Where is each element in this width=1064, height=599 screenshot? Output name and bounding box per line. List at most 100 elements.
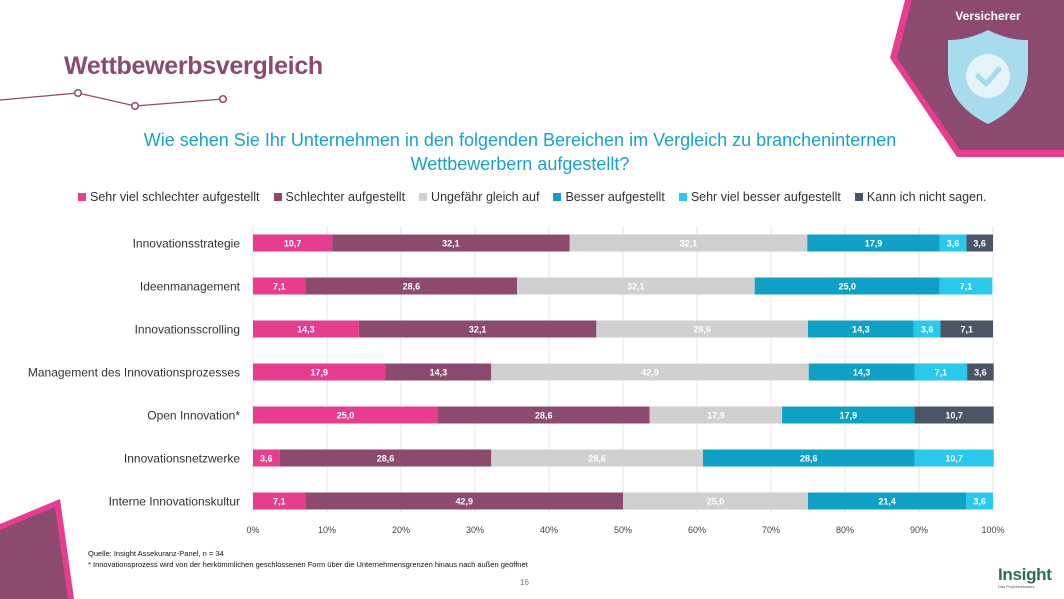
data-label: 7,1 — [273, 282, 286, 292]
data-label: 10,7 — [284, 239, 302, 249]
bar-segment — [914, 406, 994, 424]
bar-segment — [253, 234, 333, 252]
x-tick-label: 10% — [318, 525, 336, 535]
bar-segment — [966, 234, 993, 252]
x-tick-label: 70% — [762, 525, 780, 535]
bar-segment — [385, 363, 492, 381]
x-tick-label: 100% — [981, 525, 1004, 535]
x-tick-label: 50% — [614, 525, 632, 535]
bar-segment — [253, 363, 386, 381]
bottom-left-panel — [0, 507, 68, 599]
bar-segment — [623, 492, 808, 510]
bar-segment — [358, 320, 597, 338]
category-label: Open Innovation* — [147, 409, 240, 423]
source-note: Quelle: Insight Assekuranz-Panel, n = 34… — [88, 548, 528, 570]
title-decor-line — [0, 88, 228, 111]
data-label: 42,9 — [641, 368, 659, 378]
data-label: 17,9 — [865, 239, 883, 249]
legend-label: Schlechter aufgestellt — [285, 190, 406, 204]
bar-segment — [914, 449, 994, 467]
data-label: 3,6 — [260, 454, 273, 464]
data-label: 25,0 — [707, 497, 725, 507]
data-label: 14,3 — [297, 325, 315, 335]
data-label: 7,1 — [273, 497, 286, 507]
data-label: 28,6 — [800, 454, 818, 464]
bar-segment — [754, 277, 940, 295]
legend-swatch — [78, 193, 86, 201]
legend-item: Schlechter aufgestellt — [273, 190, 406, 204]
data-label: 32,1 — [469, 325, 487, 335]
logo-text: Insight — [998, 565, 1052, 584]
bar-segment — [702, 449, 915, 467]
legend-label: Sehr viel schlechter aufgestellt — [90, 190, 260, 204]
legend-label: Ungefähr gleich auf — [431, 190, 540, 204]
data-label: 25,0 — [838, 282, 856, 292]
data-label: 28,6 — [535, 411, 553, 421]
data-label: 17,9 — [840, 411, 858, 421]
legend-label: Kann ich nicht sagen. — [866, 190, 987, 204]
bar-segment — [253, 492, 306, 510]
source-text: Quelle: Insight Assekuranz-Panel, n = 34 — [88, 549, 224, 558]
data-label: 25,0 — [337, 411, 355, 421]
logo-subtitle: Das Projektnetzwerk — [998, 584, 1035, 589]
data-label: 17,9 — [310, 368, 328, 378]
data-label: 10,7 — [945, 454, 963, 464]
bar-segment — [649, 406, 783, 424]
x-tick-label: 20% — [392, 525, 410, 535]
x-tick-label: 0% — [246, 525, 259, 535]
bar-segment — [807, 234, 940, 252]
legend-item: Sehr viel schlechter aufgestellt — [78, 190, 260, 204]
bar-segment — [596, 320, 808, 338]
category-label: Innovationsscrolling — [135, 323, 240, 337]
chart-title: Wie sehen Sie Ihr Unternehmen in den fol… — [143, 130, 897, 174]
category-label: Interne Innovationskultur — [109, 495, 240, 509]
data-label: 3,6 — [921, 325, 934, 335]
data-label: 7,1 — [960, 282, 973, 292]
bar-segment — [438, 406, 650, 424]
shield-check-icon — [948, 30, 1028, 124]
legend-label: Besser aufgestellt — [565, 190, 665, 204]
corner-label: Versicherer — [955, 9, 1021, 23]
data-label: 3,6 — [974, 368, 987, 378]
data-label: 17,9 — [707, 411, 725, 421]
data-label: 14,3 — [852, 325, 870, 335]
bar-segment — [517, 277, 755, 295]
bar-segment — [491, 449, 703, 467]
bar-segment — [913, 320, 941, 338]
category-label: Innovationsstrategie — [133, 237, 241, 251]
bar-segment — [332, 234, 570, 252]
bar-segment — [939, 277, 993, 295]
x-tick-label: 90% — [910, 525, 928, 535]
legend-item: Kann ich nicht sagen. — [854, 190, 987, 204]
bar-segment — [808, 363, 915, 381]
bar-segment — [939, 234, 967, 252]
bar-segment — [305, 492, 623, 510]
bar-segment — [305, 277, 518, 295]
legend-item: Ungefähr gleich auf — [419, 190, 539, 204]
legend-item: Besser aufgestellt — [553, 190, 665, 204]
data-label: 3,6 — [947, 239, 960, 249]
x-tick-label: 60% — [688, 525, 706, 535]
bar-segment — [967, 363, 994, 381]
bar-segment — [569, 234, 808, 252]
data-label: 21,4 — [878, 497, 896, 507]
bar-segment — [782, 406, 915, 424]
x-tick-label: 40% — [540, 525, 558, 535]
data-label: 32,1 — [627, 282, 645, 292]
page-number: 16 — [520, 578, 529, 587]
insight-logo: Insight Das Projektnetzwerk — [998, 565, 1052, 590]
data-label: 7,1 — [935, 368, 948, 378]
bar-segment — [808, 492, 967, 510]
legend-swatch — [419, 193, 428, 201]
data-label: 28,6 — [693, 325, 711, 335]
bar-segment — [253, 406, 438, 424]
data-label: 32,1 — [442, 239, 460, 249]
legend-swatch — [678, 193, 687, 201]
data-label: 3,6 — [973, 497, 986, 507]
chart-legend: Sehr viel schlechter aufgestellt Schlecht… — [78, 190, 986, 204]
data-label: 28,6 — [588, 454, 606, 464]
legend-swatch — [553, 193, 562, 201]
bar-segment — [253, 320, 359, 338]
data-label: 42,9 — [456, 497, 474, 507]
